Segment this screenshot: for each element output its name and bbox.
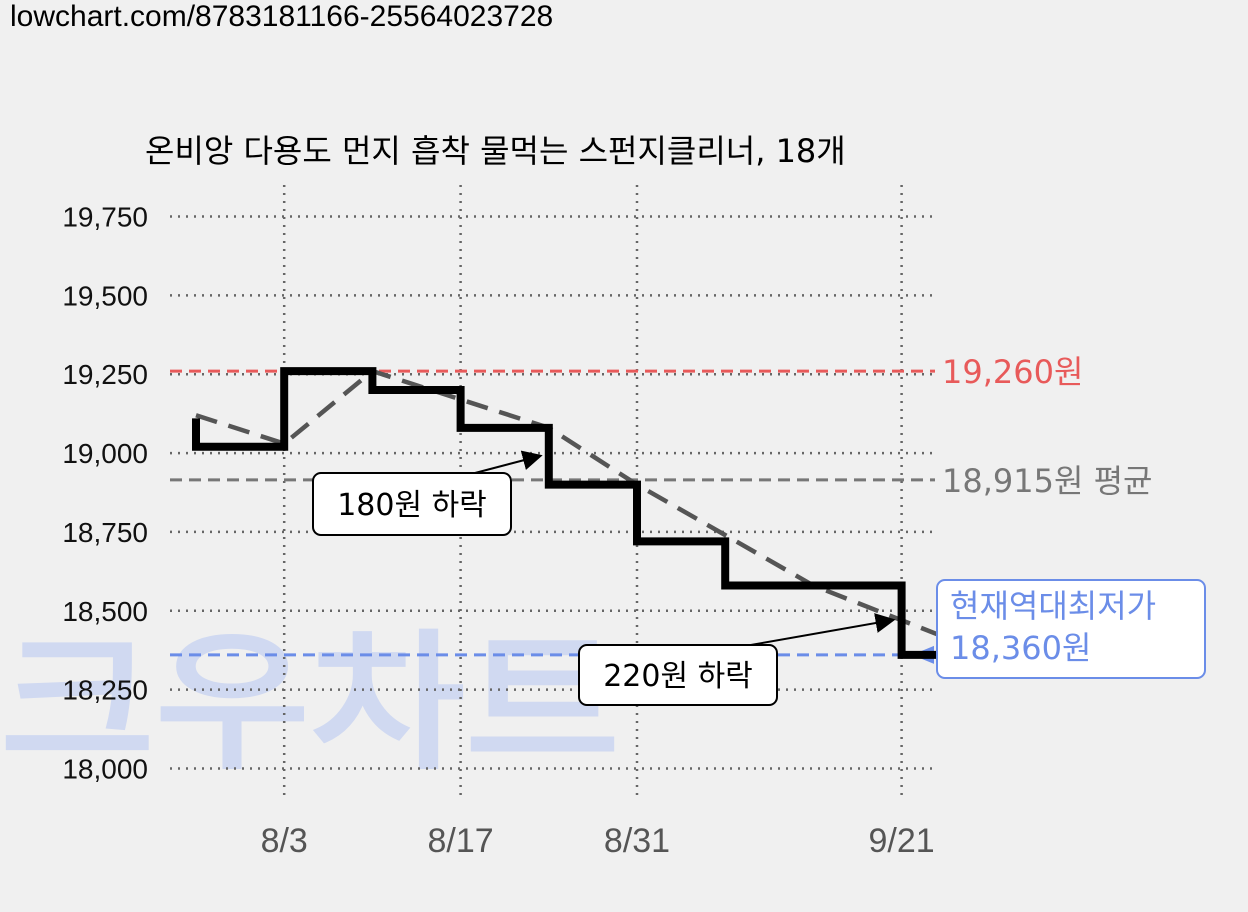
- y-tick-label: 19,250: [62, 359, 148, 390]
- y-tick-label: 18,500: [62, 596, 148, 627]
- current-low-label: 현재역대최저가: [950, 587, 1156, 625]
- annotation-arrow: [744, 613, 896, 647]
- current-low-box: 현재역대최저가 18,360원: [936, 579, 1206, 679]
- x-tick-label: 8/31: [604, 822, 670, 860]
- current-low-value: 18,360원: [950, 629, 1091, 667]
- annotation-label: 180원 하락: [337, 488, 487, 523]
- reference-line-label: 19,260원: [942, 353, 1083, 391]
- y-tick-label: 19,000: [62, 438, 148, 469]
- watermark: 크우차트: [0, 617, 620, 791]
- annotation-box: [312, 472, 512, 536]
- y-tick-label: 19,750: [62, 202, 148, 233]
- y-tick-label: 18,250: [62, 675, 148, 706]
- y-axis-ticks: 18,000 18,250 18,500 18,750 19,000 19,250 19,5…: [62, 202, 148, 785]
- y-tick-label: 18,750: [62, 517, 148, 548]
- annotation-label: 220원 하락: [603, 659, 753, 694]
- annotation-box: [578, 644, 778, 706]
- current-low-box-frame: [936, 579, 1206, 679]
- url-text: lowchart.com/8783181166-25564023728: [10, 0, 554, 33]
- x-tick-label: 8/17: [428, 822, 494, 860]
- x-axis-ticks: 8/3 8/17 8/31 9/21: [261, 822, 935, 860]
- x-tick-label: 8/3: [261, 822, 308, 860]
- annotations: 180원 하락 220원 하락: [312, 450, 896, 706]
- reference-line-label: 18,915원 평균: [942, 462, 1152, 500]
- y-tick-label: 18,000: [62, 753, 148, 784]
- y-tick-label: 19,500: [62, 280, 148, 311]
- annotation-arrow: [474, 450, 543, 474]
- series-lines: [192, 367, 991, 659]
- x-tick-label: 9/21: [869, 822, 935, 860]
- price-step-line: [192, 367, 990, 659]
- chart-title: 온비앙 다용도 먼지 흡착 물먹는 스펀지클리너, 18개: [145, 132, 846, 170]
